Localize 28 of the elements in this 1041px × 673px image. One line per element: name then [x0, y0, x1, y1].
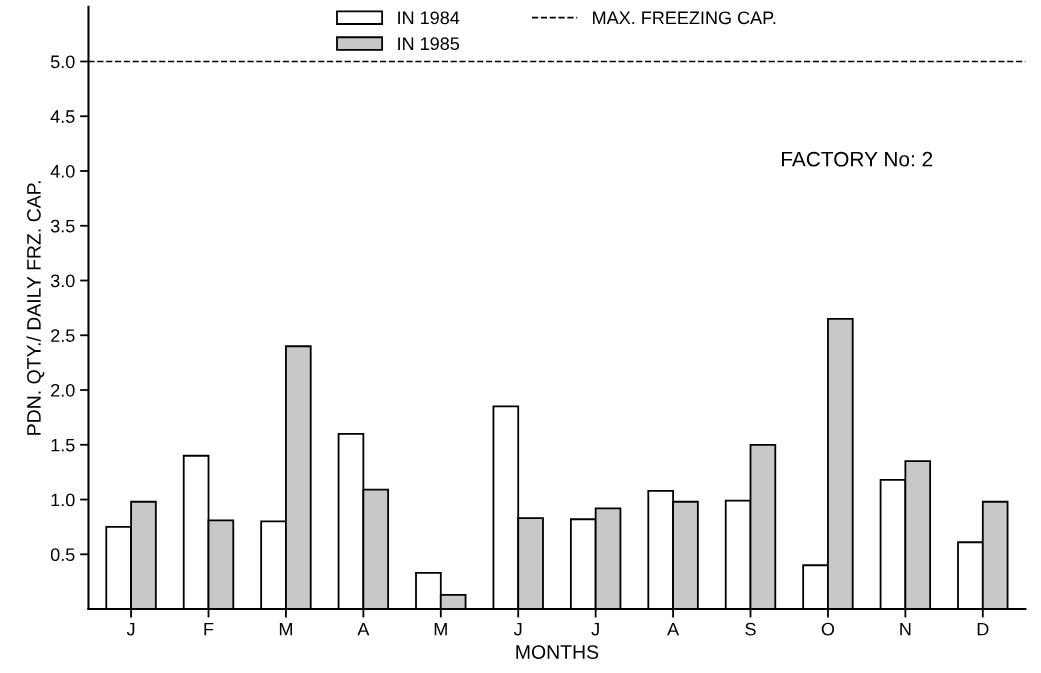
y-tick-label: 3.5 [50, 219, 75, 233]
x-axis-title: MONTHS [516, 645, 599, 659]
x-tick-label: A [357, 622, 370, 636]
y-tick-label: 1.0 [51, 493, 75, 507]
x-tick-label: D [977, 622, 989, 636]
x-tick-label: N [900, 622, 911, 636]
x-tick-label: O [821, 622, 835, 636]
y-axis-title: PDN. QTY./ DAILY FRZ. CAP. [26, 181, 45, 435]
x-tick-label: S [745, 622, 756, 636]
y-tick-label: 2.0 [51, 383, 75, 397]
x-tick-label: J [513, 622, 522, 636]
y-tick-label: 0.5 [50, 548, 75, 562]
annotation: FACTORY No: 2 [782, 151, 933, 167]
y-tick-label: 1.5 [51, 438, 75, 452]
y-tick-label: 5.0 [50, 55, 75, 69]
y-tick-label: 3.0 [50, 274, 75, 288]
y-tick-label: 2.5 [51, 329, 75, 342]
legend-label: IN 1985 [398, 37, 460, 51]
x-tick-label: M [434, 622, 447, 636]
x-tick-label: F [204, 622, 214, 636]
x-tick-label: J [591, 622, 599, 636]
x-tick-label: A [667, 622, 680, 636]
x-tick-label: J [126, 622, 135, 636]
x-tick-label: M [279, 622, 292, 636]
y-tick-label: 4.0 [50, 164, 75, 178]
y-tick-label: 4.5 [50, 110, 75, 123]
legend-label: IN 1984 [398, 11, 460, 25]
legend-label: MAX. FREEZING CAP. [593, 11, 776, 25]
